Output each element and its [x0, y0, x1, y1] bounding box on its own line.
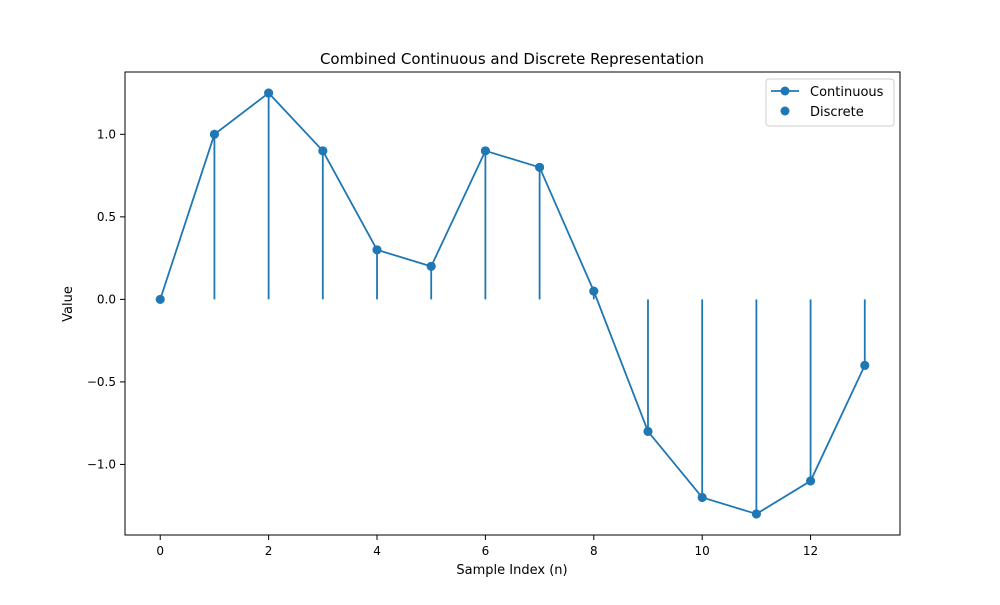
legend-continuous-marker: [780, 86, 790, 96]
x-tick-label-12: 12: [803, 544, 818, 558]
x-tick-label-4: 4: [373, 544, 381, 558]
y-axis-ticks: −1.0 −0.5 0.0 0.5 1.0: [87, 127, 125, 471]
discrete-point-4: [372, 245, 382, 255]
discrete-point-3: [318, 146, 328, 156]
y-tick-label-4: 1.0: [97, 127, 116, 141]
y-tick-label-2: 0.0: [97, 292, 116, 306]
discrete-point-10: [697, 492, 707, 502]
discrete-point-13: [860, 360, 870, 370]
discrete-point-1: [209, 129, 219, 139]
continuous-series-line: [159, 92, 866, 515]
x-axis-label: Sample Index (n): [456, 563, 567, 578]
discrete-point-0: [155, 294, 165, 304]
x-axis-ticks: 0 2 4 6 8 10 12: [156, 535, 818, 558]
discrete-stems: [213, 93, 866, 514]
x-tick-label-8: 8: [590, 544, 598, 558]
y-tick-label-3: 0.5: [97, 210, 116, 224]
discrete-point-9: [643, 426, 653, 436]
y-tick-label-0: −1.0: [87, 457, 116, 471]
x-tick-label-6: 6: [482, 544, 490, 558]
discrete-point-8: [589, 286, 599, 296]
legend-discrete-label: Discrete: [810, 105, 864, 120]
discrete-point-12: [806, 476, 816, 486]
legend-discrete-marker: [780, 106, 790, 116]
continuous-line-layer: [159, 92, 866, 515]
legend: Continuous Discrete: [765, 78, 895, 127]
chart-title: Combined Continuous and Discrete Represe…: [320, 50, 704, 68]
discrete-point-6: [480, 146, 490, 156]
data-markers: [155, 88, 870, 519]
y-tick-label-1: −0.5: [87, 375, 116, 389]
legend-continuous-label: Continuous: [810, 85, 884, 100]
discrete-point-2: [264, 88, 274, 98]
x-tick-label-10: 10: [695, 544, 710, 558]
y-axis-label: Value: [61, 286, 76, 322]
x-tick-label-2: 2: [265, 544, 273, 558]
discrete-point-11: [751, 509, 761, 519]
plot-area-border: [124, 71, 901, 536]
discrete-point-5: [426, 261, 436, 271]
discrete-point-7: [535, 162, 545, 172]
axes-frame: [124, 71, 901, 536]
x-tick-label-0: 0: [156, 544, 164, 558]
